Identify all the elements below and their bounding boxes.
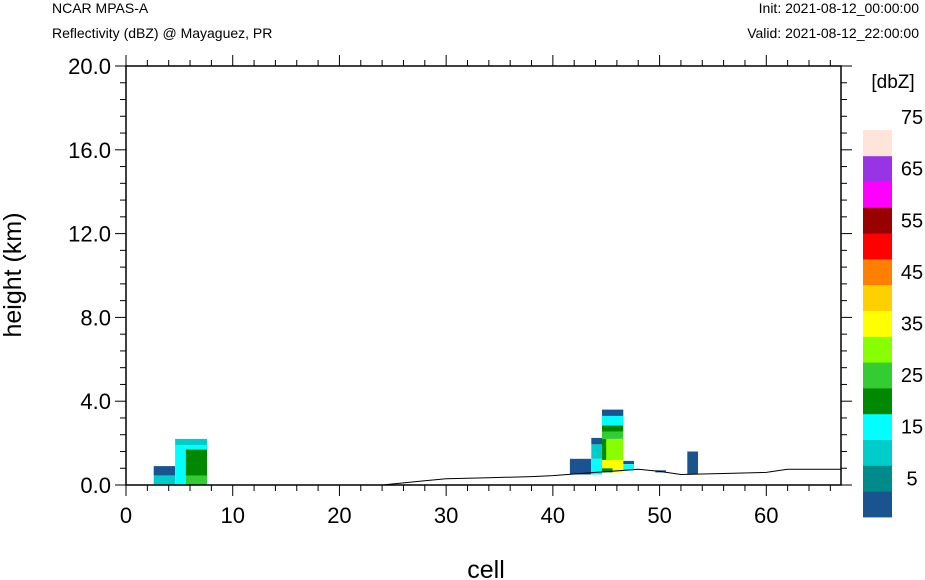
init-time: Init: 2021-08-12_00:00:00 xyxy=(758,0,919,16)
reflectivity-cell-14 xyxy=(606,438,624,460)
reflectivity-cell-10 xyxy=(591,437,602,445)
reflectivity-cell-15 xyxy=(602,431,624,439)
reflectivity-cells xyxy=(153,409,698,485)
colorbar-label: 65 xyxy=(901,159,923,181)
reflectivity-cell-2 xyxy=(175,445,186,485)
colorbar-swatch-70 xyxy=(863,130,892,157)
plot-border xyxy=(125,65,842,486)
reflectivity-cell-5 xyxy=(185,445,208,450)
x-axis-label: cell xyxy=(467,556,505,580)
colorbar-swatch-35 xyxy=(863,310,892,337)
colorbar-label: 55 xyxy=(901,210,923,232)
colorbar-swatch-0 xyxy=(863,491,892,518)
colorbar-swatch-45 xyxy=(863,259,892,286)
x-tick-label: 40 xyxy=(541,503,565,528)
terrain xyxy=(126,468,841,486)
colorbar-swatch-15 xyxy=(863,413,892,440)
x-tick-label: 30 xyxy=(434,503,458,528)
plot-frame xyxy=(125,65,842,486)
reflectivity-cell-9 xyxy=(591,444,602,459)
colorbar-swatch-5 xyxy=(863,465,892,492)
reflectivity-cell-18 xyxy=(602,409,624,416)
colorbar-label: 5 xyxy=(906,468,917,490)
colorbar-label: 15 xyxy=(901,417,923,439)
colorbar: 5 15 25 35 45 55 65 75 xyxy=(863,107,923,518)
x-tick-label: 20 xyxy=(327,503,351,528)
colorbar-swatch-30 xyxy=(863,336,892,363)
reflectivity-cell-8 xyxy=(591,458,602,475)
y-axis-label: height (km) xyxy=(0,212,27,337)
reflectivity-cell-17 xyxy=(602,415,624,426)
terrain-line xyxy=(126,468,841,486)
reflectivity-cell-16 xyxy=(602,425,624,432)
reflectivity-cell-4 xyxy=(185,449,208,476)
reflectivity-cell-20 xyxy=(623,460,634,464)
y-tick-label: 12.0 xyxy=(68,222,111,247)
axis-ticks xyxy=(115,55,852,496)
y-tick-label: 0.0 xyxy=(80,473,111,498)
reflectivity-cell-6 xyxy=(175,438,208,446)
model-title: NCAR MPAS-A xyxy=(52,0,149,16)
reflectivity-cell-19 xyxy=(623,464,634,471)
y-tick-label: 8.0 xyxy=(80,305,111,330)
y-tick-label: 16.0 xyxy=(68,138,111,163)
reflectivity-cell-12 xyxy=(602,459,624,469)
colorbar-swatch-20 xyxy=(863,388,892,415)
y-tick-label: 20.0 xyxy=(68,54,111,79)
colorbar-label: 75 xyxy=(901,107,923,129)
colorbar-label: 35 xyxy=(901,314,923,336)
x-tick-label: 10 xyxy=(220,503,244,528)
x-tick-label: 50 xyxy=(647,503,671,528)
x-tick-label: 60 xyxy=(754,503,778,528)
colorbar-swatch-65 xyxy=(863,155,892,182)
colorbar-swatch-40 xyxy=(863,284,892,311)
colorbar-unit-label: [dbZ] xyxy=(871,72,914,93)
colorbar-swatch-10 xyxy=(863,439,892,466)
reflectivity-cell-1 xyxy=(153,466,175,476)
y-tick-label: 4.0 xyxy=(80,389,111,414)
reflectivity-cell-22 xyxy=(687,451,698,475)
colorbar-label: 45 xyxy=(901,262,923,284)
reflectivity-cell-3 xyxy=(185,475,208,485)
colorbar-swatch-25 xyxy=(863,362,892,389)
colorbar-swatch-60 xyxy=(863,181,892,208)
colorbar-label: 25 xyxy=(901,365,923,387)
tick-labels: 0 10 20 30 40 50 60 0.0 4.0 8.0 12.0 16.0 20.0 xyxy=(68,54,778,528)
reflectivity-cell-7 xyxy=(569,458,592,475)
x-tick-label: 0 xyxy=(120,503,132,528)
reflectivity-cell-0 xyxy=(153,475,175,485)
colorbar-swatch-55 xyxy=(863,207,892,234)
valid-time: Valid: 2021-08-12_22:00:00 xyxy=(747,25,919,41)
colorbar-swatch-50 xyxy=(863,233,892,260)
chart-subtitle: Reflectivity (dBZ) @ Mayaguez, PR xyxy=(52,25,273,41)
